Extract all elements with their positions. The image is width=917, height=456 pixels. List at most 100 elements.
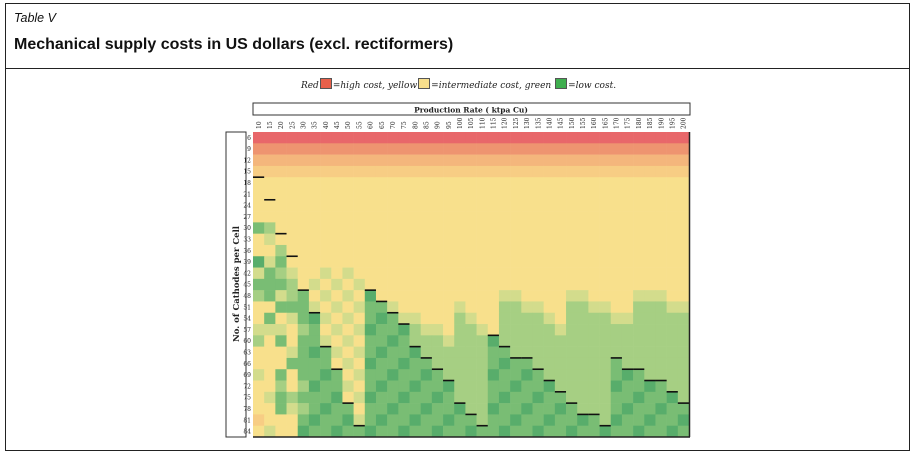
heatmap-cell <box>375 222 388 234</box>
heatmap-cell <box>566 346 578 359</box>
heatmap-cell <box>275 414 287 427</box>
heatmap-cell <box>443 290 455 302</box>
heatmap-cell <box>566 312 578 325</box>
heatmap-cell <box>577 188 589 201</box>
heatmap-cell <box>342 233 354 246</box>
heatmap-cell <box>521 290 533 302</box>
heatmap-cell <box>487 267 500 280</box>
heatmap-cell <box>487 357 500 370</box>
heatmap-cell <box>610 346 623 359</box>
heatmap-cell <box>610 143 623 155</box>
heatmap-cell <box>599 165 612 178</box>
legend-yellow-swatch <box>418 78 431 89</box>
heatmap-cell <box>543 132 556 144</box>
heatmap-cell <box>510 278 522 291</box>
y-axis-title: No. of Cathodes per Cell <box>232 225 242 342</box>
heatmap-cell <box>364 301 377 314</box>
heatmap-cell <box>253 143 265 155</box>
heatmap-cell <box>521 211 533 223</box>
heatmap-cell <box>297 154 310 167</box>
heatmap-cell <box>297 256 310 268</box>
heatmap-cell <box>621 425 634 438</box>
heatmap-cell <box>286 369 299 381</box>
heatmap-cell <box>297 211 310 223</box>
heatmap-cell <box>521 222 533 234</box>
heatmap-cell <box>521 425 533 438</box>
heatmap-cell <box>577 301 589 314</box>
heatmap-cell <box>297 177 310 189</box>
heatmap-cell <box>588 132 600 144</box>
heatmap-cell <box>677 312 690 325</box>
heatmap-cell <box>420 357 433 370</box>
heatmap-cell <box>476 211 489 223</box>
heatmap-cell <box>320 425 332 438</box>
heatmap-cell <box>498 165 511 178</box>
heatmap-cell <box>476 301 489 314</box>
y-tick-label: 84 <box>243 429 251 436</box>
heatmap-cell <box>387 256 399 268</box>
heatmap-cell <box>308 256 321 268</box>
heatmap-cell <box>476 222 489 234</box>
heatmap-cell <box>532 244 544 257</box>
heatmap-cell <box>353 233 366 246</box>
heatmap-cell <box>566 143 578 155</box>
heatmap-cell <box>644 165 656 178</box>
heatmap-cell <box>308 357 321 370</box>
heatmap-cell <box>420 335 433 347</box>
heatmap-cell <box>331 357 343 370</box>
heatmap-cell <box>275 188 287 201</box>
heatmap-cell <box>387 312 399 325</box>
heatmap-cell <box>532 177 544 189</box>
heatmap-cell <box>599 278 612 291</box>
heatmap-cell <box>253 335 265 347</box>
heatmap-cell <box>286 278 299 291</box>
heatmap-cell <box>599 233 612 246</box>
heatmap-cell <box>275 256 287 268</box>
heatmap-cell <box>588 143 600 155</box>
heatmap-cell <box>577 154 589 167</box>
heatmap-cell <box>331 312 343 325</box>
heatmap-cell <box>633 211 645 223</box>
heatmap-cell <box>677 357 690 370</box>
y-tick-label: 75 <box>243 395 251 402</box>
legend-red-text: =high cost, yellow <box>332 81 418 91</box>
heatmap-cell <box>566 177 578 189</box>
heatmap-cell <box>476 391 489 404</box>
heatmap-cell <box>320 312 332 325</box>
heatmap-cell <box>443 425 455 438</box>
y-tick-label: 69 <box>243 372 251 379</box>
heatmap-cell <box>420 278 433 291</box>
heatmap-cell <box>364 380 377 393</box>
heatmap-cell <box>308 154 321 167</box>
heatmap-cell <box>621 278 634 291</box>
heatmap-cell <box>677 188 690 201</box>
heatmap-cell <box>633 425 645 438</box>
heatmap-cell <box>308 335 321 347</box>
heatmap-cell <box>353 357 366 370</box>
heatmap-cell <box>375 154 388 167</box>
y-tick-label: 39 <box>243 259 251 266</box>
heatmap-cell <box>387 132 399 144</box>
heatmap-cell <box>308 211 321 223</box>
heatmap-cell <box>577 414 589 427</box>
heatmap-cell <box>443 222 455 234</box>
heatmap-cell <box>253 132 265 144</box>
heatmap-cell <box>431 312 444 325</box>
heatmap-cell <box>443 312 455 325</box>
heatmap-cell <box>297 165 310 178</box>
heatmap-cell <box>264 391 276 404</box>
heatmap-cell <box>320 324 332 336</box>
heatmap-cell <box>633 154 645 167</box>
heatmap-cell <box>286 199 299 212</box>
legend-green-swatch <box>555 78 568 89</box>
heatmap-cell <box>364 233 377 246</box>
heatmap-cell <box>510 244 522 257</box>
heatmap-cell <box>275 335 287 347</box>
heatmap-cell <box>398 425 410 438</box>
heatmap-cell <box>510 380 522 393</box>
heatmap-cell <box>331 267 343 280</box>
heatmap-cell <box>387 357 399 370</box>
heatmap-cell <box>599 222 612 234</box>
heatmap-cell <box>577 357 589 370</box>
heatmap-cell <box>588 290 600 302</box>
